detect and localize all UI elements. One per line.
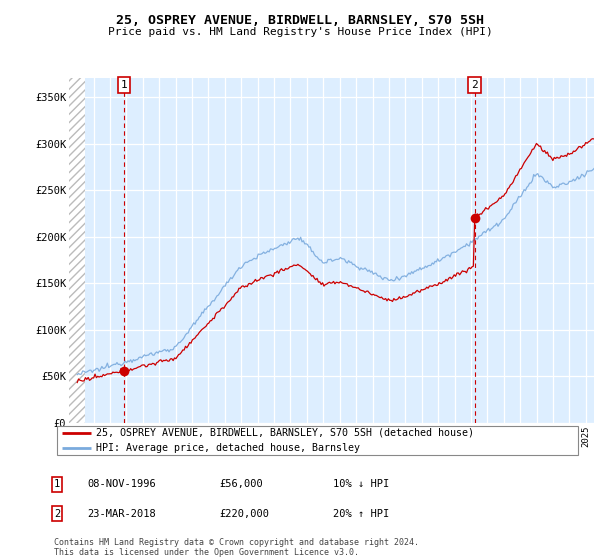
- Text: 25, OSPREY AVENUE, BIRDWELL, BARNSLEY, S70 5SH: 25, OSPREY AVENUE, BIRDWELL, BARNSLEY, S…: [116, 14, 484, 27]
- Text: Contains HM Land Registry data © Crown copyright and database right 2024.
This d: Contains HM Land Registry data © Crown c…: [54, 538, 419, 557]
- Text: 10% ↓ HPI: 10% ↓ HPI: [333, 479, 389, 489]
- Text: HPI: Average price, detached house, Barnsley: HPI: Average price, detached house, Barn…: [96, 442, 360, 452]
- Text: 2: 2: [471, 80, 478, 90]
- FancyBboxPatch shape: [56, 426, 578, 455]
- Text: 1: 1: [121, 80, 128, 90]
- Text: 08-NOV-1996: 08-NOV-1996: [87, 479, 156, 489]
- Text: £56,000: £56,000: [219, 479, 263, 489]
- Text: 20% ↑ HPI: 20% ↑ HPI: [333, 508, 389, 519]
- Text: 23-MAR-2018: 23-MAR-2018: [87, 508, 156, 519]
- Text: 25, OSPREY AVENUE, BIRDWELL, BARNSLEY, S70 5SH (detached house): 25, OSPREY AVENUE, BIRDWELL, BARNSLEY, S…: [96, 428, 474, 438]
- Text: £220,000: £220,000: [219, 508, 269, 519]
- Text: Price paid vs. HM Land Registry's House Price Index (HPI): Price paid vs. HM Land Registry's House …: [107, 27, 493, 37]
- Text: 2: 2: [54, 508, 60, 519]
- Text: 1: 1: [54, 479, 60, 489]
